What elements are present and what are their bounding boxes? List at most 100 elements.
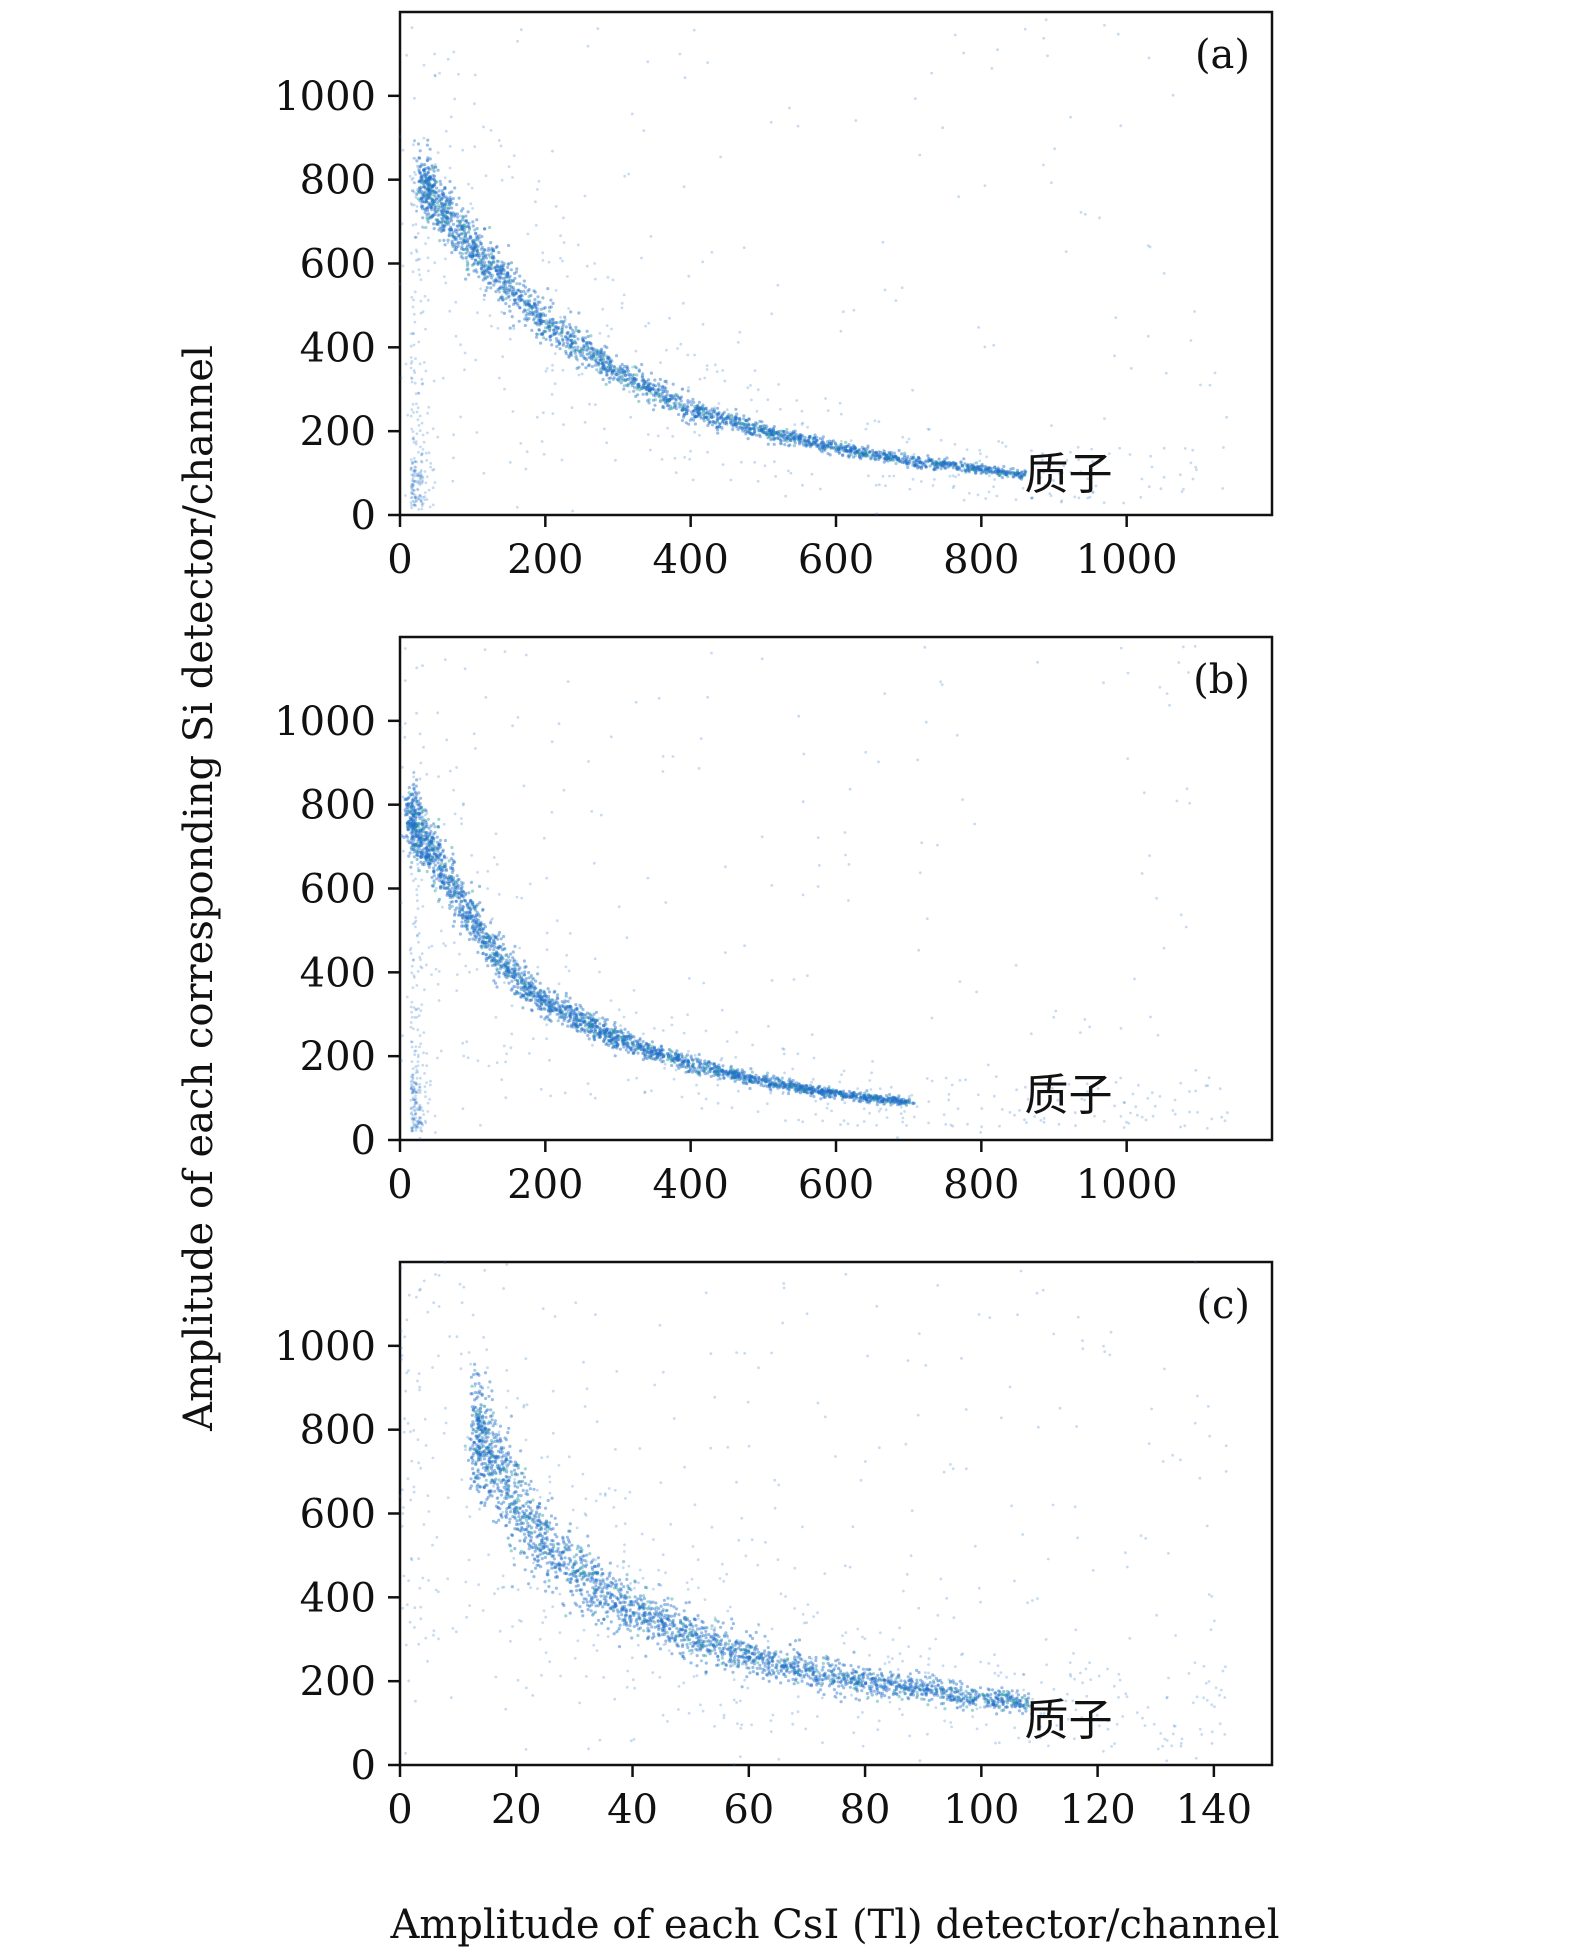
data-point bbox=[440, 861, 444, 865]
data-point bbox=[462, 236, 466, 240]
data-point bbox=[750, 1070, 754, 1074]
data-point bbox=[600, 361, 605, 365]
data-point bbox=[839, 412, 843, 416]
data-point bbox=[550, 317, 555, 321]
data-point bbox=[558, 347, 562, 351]
data-point bbox=[503, 272, 507, 276]
data-point bbox=[826, 409, 830, 412]
data-point bbox=[848, 450, 853, 455]
data-point bbox=[774, 431, 778, 435]
data-point bbox=[654, 390, 658, 394]
data-point bbox=[425, 215, 429, 219]
data-point bbox=[438, 179, 442, 183]
data-point bbox=[732, 423, 736, 427]
data-point bbox=[432, 866, 436, 870]
data-point bbox=[420, 177, 424, 181]
data-point bbox=[580, 362, 585, 366]
data-point bbox=[533, 302, 537, 306]
data-point bbox=[523, 285, 528, 289]
plot-frame-a bbox=[398, 10, 1274, 517]
data-point bbox=[525, 450, 529, 454]
data-point bbox=[890, 456, 894, 460]
data-point bbox=[569, 353, 573, 357]
data-point bbox=[432, 822, 436, 826]
data-point bbox=[440, 223, 444, 227]
data-point bbox=[503, 281, 508, 285]
data-point bbox=[659, 361, 662, 364]
data-point bbox=[599, 358, 603, 362]
data-point bbox=[515, 282, 519, 286]
data-point bbox=[519, 298, 524, 302]
data-point bbox=[664, 395, 668, 399]
data-point bbox=[690, 412, 695, 416]
data-point bbox=[852, 308, 856, 312]
data-point bbox=[918, 457, 922, 461]
data-point bbox=[427, 236, 430, 240]
data-point bbox=[436, 213, 440, 217]
data-point bbox=[535, 311, 539, 315]
data-point bbox=[434, 205, 438, 209]
data-point bbox=[701, 260, 705, 264]
data-point bbox=[942, 460, 947, 464]
data-point bbox=[443, 176, 447, 180]
data-point bbox=[490, 262, 494, 266]
data-point bbox=[1023, 27, 1027, 31]
data-point bbox=[715, 415, 719, 420]
data-point bbox=[489, 261, 493, 265]
data-point bbox=[1193, 310, 1196, 313]
data-point bbox=[877, 453, 881, 457]
data-point bbox=[730, 422, 734, 426]
data-point bbox=[657, 387, 661, 391]
data-point bbox=[736, 341, 740, 344]
data-point bbox=[683, 76, 687, 80]
data-point bbox=[408, 851, 412, 855]
data-point bbox=[658, 399, 662, 404]
data-point bbox=[798, 436, 802, 440]
data-point bbox=[967, 468, 971, 473]
data-point bbox=[448, 309, 452, 313]
data-point bbox=[645, 391, 649, 395]
data-point bbox=[791, 437, 796, 441]
data-point bbox=[793, 429, 797, 433]
data-point bbox=[568, 323, 572, 327]
data-point bbox=[619, 370, 624, 374]
data-point bbox=[645, 392, 649, 397]
data-point bbox=[572, 335, 576, 339]
data-point bbox=[418, 187, 422, 191]
data-point bbox=[410, 360, 414, 363]
data-point bbox=[536, 188, 539, 191]
data-point bbox=[996, 471, 1000, 475]
data-point bbox=[706, 61, 710, 64]
data-point bbox=[522, 988, 526, 992]
data-point bbox=[572, 331, 576, 335]
data-point bbox=[656, 387, 660, 392]
data-point bbox=[653, 403, 657, 407]
data-point bbox=[753, 430, 757, 434]
data-point bbox=[532, 289, 536, 293]
data-point bbox=[637, 369, 641, 373]
data-point bbox=[651, 408, 656, 412]
data-point bbox=[857, 450, 861, 454]
data-point bbox=[535, 315, 539, 319]
data-point bbox=[936, 465, 940, 469]
data-point bbox=[432, 227, 436, 231]
data-point bbox=[779, 429, 783, 433]
data-point bbox=[507, 165, 511, 169]
data-point bbox=[894, 299, 898, 302]
data-point bbox=[795, 399, 799, 402]
data-point bbox=[407, 791, 411, 795]
data-point bbox=[411, 223, 415, 227]
data-point bbox=[464, 232, 468, 236]
data-point bbox=[705, 368, 709, 371]
data-point bbox=[410, 203, 414, 207]
data-point bbox=[427, 405, 431, 409]
data-point bbox=[651, 387, 655, 391]
data-point bbox=[796, 438, 801, 442]
data-point bbox=[972, 462, 976, 465]
data-point bbox=[420, 382, 424, 386]
data-point bbox=[498, 270, 502, 274]
data-point bbox=[674, 404, 678, 408]
data-point bbox=[438, 71, 441, 75]
data-point bbox=[730, 414, 734, 418]
